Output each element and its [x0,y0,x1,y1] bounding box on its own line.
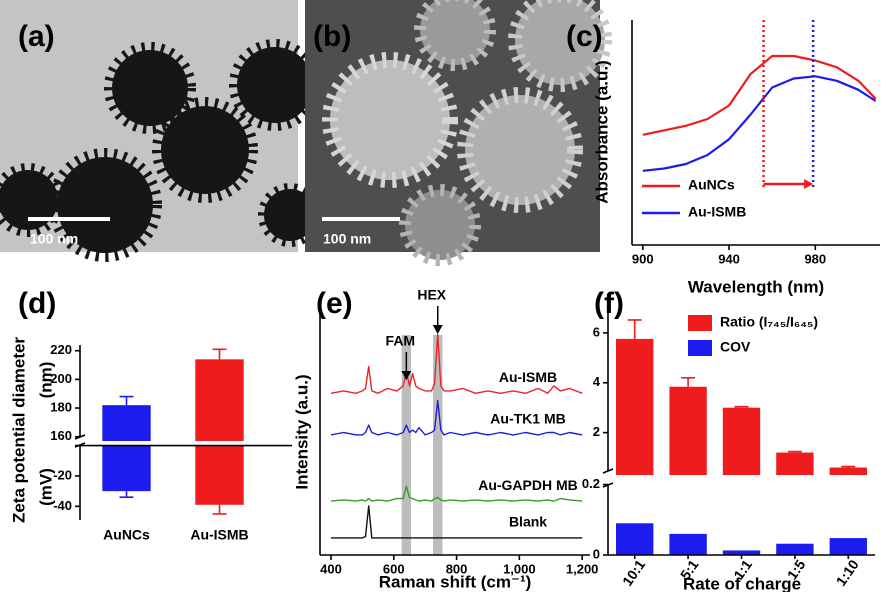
y-tick-label: -40 [53,498,72,513]
x-axis-label: Raman shift (cm⁻¹) [379,572,532,591]
annotation: FAM [386,333,416,349]
y-tick-label: 0.2 [582,476,600,491]
tem-image: (a) 100 nm [0,0,316,253]
panel-label: (b) [313,20,351,53]
y-axis-label: Absorbance (a.u.) [592,60,611,204]
bar [669,534,706,555]
bar [616,523,653,555]
x-tick-label: 400 [320,561,342,576]
y-axis-sublabel: (mV) [36,468,55,506]
bar [776,544,813,555]
y-tick-label: -20 [53,467,72,482]
y-tick-label: 180 [50,399,72,414]
x-tick-label: 980 [804,251,826,266]
series-line [643,76,876,171]
bar [776,453,813,475]
legend-swatch [688,340,712,356]
y-tick-label: 4 [593,374,601,389]
series-label: Au-GAPDH MB [478,477,578,493]
y-tick-label: 6 [593,324,600,339]
legend-swatch [688,315,712,331]
bar [616,339,653,475]
scale-bar-label: 100 nm [30,231,78,247]
x-tick-label: 1:10 [833,557,862,589]
x-tick-label: 10:1 [619,557,648,589]
sem-image: (b) 100 nm [305,0,605,260]
x-axis-label: Wavelength (nm) [688,277,824,296]
y-tick-label: 220 [50,342,72,357]
bar [830,468,867,475]
x-tick-label: AuNCs [103,527,150,543]
x-axis-label: Rate of charge [683,574,801,592]
series-label: Au-ISMB [499,369,557,385]
figure: (a) 100 nm (b) 100 nm 900 940 980 AuNCs Au-I… [0,0,889,592]
arrow-head [804,179,813,189]
x-tick-label: 900 [632,251,654,266]
bar [723,408,760,475]
annotation: HEX [417,287,446,303]
y-tick-label: 160 [50,428,72,443]
panel-label: (a) [18,20,55,53]
legend-label: COV [720,339,751,355]
panel-label: (e) [316,287,353,320]
x-tick-label: Au-ISMB [190,527,248,543]
highlight-band [433,335,442,555]
legend-label: Au-ISMB [688,204,746,220]
panel-label: (f) [594,287,624,320]
legend-label: AuNCs [688,177,735,193]
bar [195,359,243,441]
y-tick-label: 0 [593,546,600,561]
x-tick-label: 1,200 [566,561,599,576]
series-label: Blank [509,514,547,530]
y-axis-label: Zeta potential diameter [9,337,28,523]
bar [195,446,243,505]
panel-label: (c) [566,20,603,53]
bar [102,405,150,441]
bar [669,387,706,475]
bar [830,538,867,555]
series-label: Au-TK1 MB [490,411,565,427]
legend-label: Ratio (I₇₄₅/I₆₄₅) [720,314,818,330]
panel-label: (d) [18,287,56,320]
y-tick-label: 2 [593,424,600,439]
x-tick-label: 940 [718,251,740,266]
series-line [643,56,876,135]
bar [102,446,150,492]
scale-bar-label: 100 nm [323,231,371,247]
y-axis-label: Intensity (a.u.) [292,374,311,489]
y-axis-sublabel: (nm) [36,362,55,399]
arrow-head [433,325,443,334]
page: (a) 100 nm (b) 100 nm 900 940 980 AuNCs Au-I… [0,0,889,592]
